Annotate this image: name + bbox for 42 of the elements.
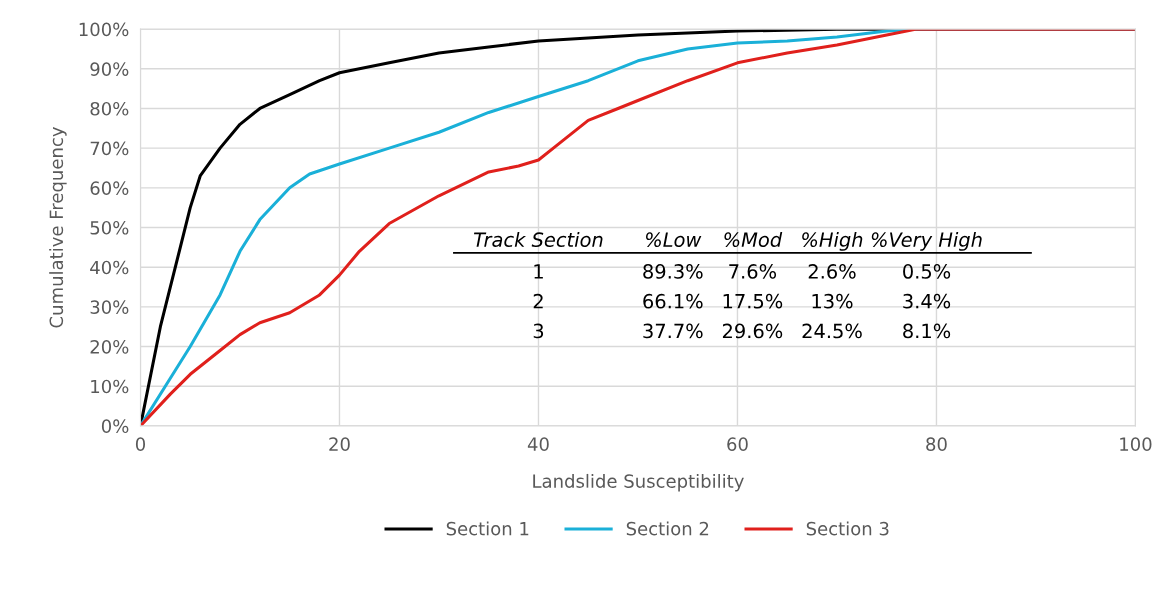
annotation: 24.5% (802, 323, 862, 339)
annotation: 3.4% (903, 293, 951, 309)
legend-label: Section 3 (806, 521, 889, 536)
annotation: %Very High (871, 231, 982, 251)
annotation: Track Section (473, 231, 603, 248)
x-tick-label: 60 (727, 437, 748, 451)
annotation: 13% (812, 293, 853, 309)
y-tick-label: 50% (90, 220, 129, 235)
x-axis-title: Landslide Susceptibility (533, 473, 744, 492)
legend-label: Section 1 (446, 521, 529, 536)
annotation: 2 (533, 293, 543, 309)
x-tick-label: 20 (329, 437, 350, 451)
y-tick-label: 0% (101, 419, 129, 434)
annotation: 66.1% (643, 293, 703, 309)
y-tick-label: 60% (90, 181, 129, 195)
x-tick-label: 100 (1120, 437, 1152, 451)
annotation: %Low (646, 232, 702, 248)
y-tick-label: 10% (91, 379, 129, 394)
annotation: 1 (534, 264, 543, 279)
y-tick-label: 70% (90, 141, 129, 156)
annotation: 7.6% (729, 264, 777, 279)
y-tick-label: 40% (90, 260, 129, 275)
annotation: 37.7% (643, 323, 703, 339)
annotation: 0.5% (903, 264, 951, 279)
y-tick-label: 90% (90, 62, 129, 76)
y-tick-label: 80% (90, 101, 129, 116)
x-tick-label: 40 (527, 437, 549, 451)
annotation: 29.6% (722, 323, 783, 339)
x-tick-label: 80 (926, 437, 947, 451)
y-axis-title: Cumulative Frequency (49, 127, 67, 328)
y-tick-label: 20% (90, 340, 129, 354)
annotation: %Mod (724, 231, 783, 248)
annotation: 8.1% (903, 323, 951, 339)
annotation: 3 (533, 323, 544, 339)
annotation: 2.6% (808, 264, 856, 279)
legend-label: Section 2 (626, 521, 709, 536)
y-tick-label: 30% (90, 300, 129, 314)
annotation: 89.3% (643, 264, 703, 279)
annotation: %High (802, 231, 863, 251)
annotation: 17.5% (723, 293, 783, 309)
x-tick-label: 0 (135, 437, 146, 451)
y-tick-label: 100% (79, 22, 129, 37)
